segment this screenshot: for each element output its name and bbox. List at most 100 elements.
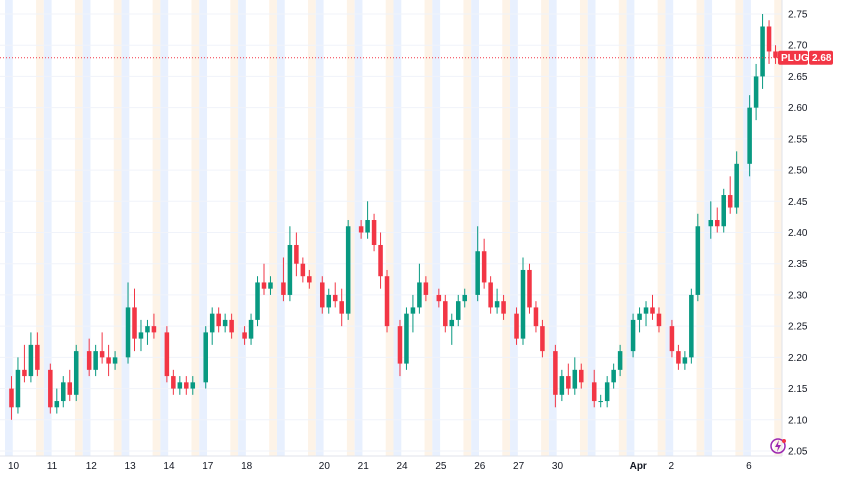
candle-body[interactable] bbox=[203, 332, 208, 383]
candle-body[interactable] bbox=[475, 251, 480, 295]
candle-body[interactable] bbox=[184, 382, 189, 389]
candle-body[interactable] bbox=[216, 313, 221, 327]
candle-body[interactable] bbox=[86, 351, 92, 370]
candle-body[interactable] bbox=[579, 369, 584, 383]
candle-body[interactable] bbox=[695, 226, 701, 295]
candle-body[interactable] bbox=[650, 307, 655, 314]
candle-body[interactable] bbox=[320, 282, 325, 308]
candle-body[interactable] bbox=[591, 382, 597, 402]
candle-body[interactable] bbox=[417, 282, 422, 308]
candle-body[interactable] bbox=[99, 351, 105, 358]
candle-body[interactable] bbox=[145, 326, 150, 333]
candle-body[interactable] bbox=[488, 282, 493, 308]
candle-body[interactable] bbox=[656, 313, 662, 327]
candle-body[interactable] bbox=[760, 26, 765, 77]
candle-body[interactable] bbox=[48, 369, 53, 408]
candle-body[interactable] bbox=[73, 351, 79, 395]
candle-body[interactable] bbox=[151, 326, 157, 333]
candle-body[interactable] bbox=[365, 220, 370, 233]
candle-body[interactable] bbox=[345, 226, 351, 314]
candle-body[interactable] bbox=[559, 376, 565, 395]
candle-body[interactable] bbox=[449, 319, 455, 327]
candle-body[interactable] bbox=[229, 319, 234, 333]
candles[interactable] bbox=[9, 14, 778, 420]
candle-body[interactable] bbox=[753, 76, 759, 108]
candle-body[interactable] bbox=[637, 313, 642, 320]
candle-body[interactable] bbox=[747, 107, 752, 164]
candle-body[interactable] bbox=[190, 382, 196, 389]
candle-body[interactable] bbox=[358, 226, 364, 233]
candle-body[interactable] bbox=[721, 195, 726, 227]
candle-body[interactable] bbox=[125, 307, 131, 358]
candle-body[interactable] bbox=[734, 163, 739, 208]
candle-body[interactable] bbox=[436, 294, 442, 302]
candle-body[interactable] bbox=[106, 357, 111, 364]
candle-body[interactable] bbox=[533, 307, 539, 327]
candle-body[interactable] bbox=[294, 244, 299, 264]
candle-body[interactable] bbox=[410, 307, 416, 314]
candle-body[interactable] bbox=[566, 376, 571, 389]
candle-body[interactable] bbox=[773, 51, 778, 58]
candle-body[interactable] bbox=[268, 282, 273, 289]
candle-body[interactable] bbox=[520, 269, 526, 339]
candle-body[interactable] bbox=[93, 351, 98, 370]
candle-body[interactable] bbox=[138, 332, 144, 339]
candle-body[interactable] bbox=[611, 369, 616, 383]
candle-body[interactable] bbox=[397, 326, 403, 364]
candle-body[interactable] bbox=[682, 357, 688, 364]
candle-body[interactable] bbox=[371, 220, 377, 245]
candle-body[interactable] bbox=[54, 401, 60, 408]
candle-body[interactable] bbox=[255, 282, 260, 320]
candle-body[interactable] bbox=[177, 382, 183, 389]
candle-body[interactable] bbox=[462, 294, 467, 302]
candle-body[interactable] bbox=[443, 301, 448, 327]
candle-body[interactable] bbox=[527, 269, 532, 308]
candle-body[interactable] bbox=[67, 382, 73, 395]
lightning-icon[interactable] bbox=[770, 438, 786, 454]
candle-body[interactable] bbox=[22, 369, 27, 377]
candle-body[interactable] bbox=[643, 307, 649, 314]
candle-body[interactable] bbox=[28, 344, 34, 377]
candle-body[interactable] bbox=[689, 294, 694, 358]
candle-body[interactable] bbox=[676, 351, 681, 364]
candle-body[interactable] bbox=[209, 313, 215, 333]
candle-body[interactable] bbox=[261, 282, 267, 289]
candle-body[interactable] bbox=[540, 326, 545, 352]
candle-body[interactable] bbox=[514, 313, 519, 339]
candle-body[interactable] bbox=[455, 301, 461, 320]
candle-body[interactable] bbox=[404, 313, 409, 364]
candle-body[interactable] bbox=[112, 357, 118, 364]
candle-body[interactable] bbox=[598, 401, 603, 403]
candle-body[interactable] bbox=[248, 319, 254, 339]
candle-body[interactable] bbox=[604, 382, 610, 402]
candle-body[interactable] bbox=[35, 344, 40, 370]
candle-body[interactable] bbox=[300, 263, 306, 277]
candle-body[interactable] bbox=[708, 220, 714, 227]
candle-body[interactable] bbox=[164, 332, 170, 377]
candle-body[interactable] bbox=[572, 369, 578, 389]
candle-body[interactable] bbox=[481, 251, 487, 283]
candle-body[interactable] bbox=[339, 301, 344, 314]
candle-body[interactable] bbox=[384, 276, 390, 327]
candle-body[interactable] bbox=[727, 195, 733, 208]
candle-body[interactable] bbox=[766, 26, 772, 52]
candle-body[interactable] bbox=[326, 294, 332, 308]
candle-body[interactable] bbox=[423, 282, 429, 295]
candle-body[interactable] bbox=[714, 220, 720, 227]
candle-body[interactable] bbox=[378, 244, 383, 277]
candle-body[interactable] bbox=[501, 301, 506, 314]
candle-body[interactable] bbox=[332, 294, 338, 302]
candle-body[interactable] bbox=[553, 351, 558, 395]
candle-body[interactable] bbox=[630, 319, 636, 352]
candle-body[interactable] bbox=[222, 319, 228, 327]
candle-body[interactable] bbox=[617, 351, 623, 370]
candle-body[interactable] bbox=[171, 376, 176, 389]
candle-body[interactable] bbox=[132, 307, 137, 339]
candle-body[interactable] bbox=[61, 382, 66, 402]
candle-body[interactable] bbox=[9, 388, 14, 408]
candle-body[interactable] bbox=[281, 282, 286, 295]
candle-body[interactable] bbox=[287, 244, 293, 295]
candle-body[interactable] bbox=[15, 369, 21, 408]
candle-body[interactable] bbox=[242, 332, 247, 339]
candle-body[interactable] bbox=[669, 326, 675, 352]
